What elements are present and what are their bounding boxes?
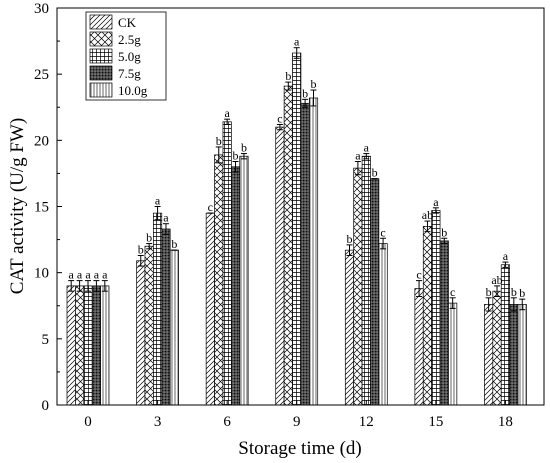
bar-series-2-cat-1 <box>153 213 161 405</box>
bar-series-0-cat-6 <box>484 304 492 405</box>
significance-label-series-0-cat-1: b <box>138 242 144 256</box>
bar-series-2-cat-3 <box>293 53 301 405</box>
significance-label-series-0-cat-2: c <box>208 200 213 214</box>
bar-series-0-cat-2 <box>206 213 214 405</box>
significance-label-series-1-cat-5: ab <box>422 208 433 222</box>
bar-series-1-cat-4 <box>354 168 362 405</box>
x-tick-label: 3 <box>154 414 162 430</box>
y-tick-label: 25 <box>34 67 49 83</box>
bar-series-3-cat-6 <box>510 304 518 405</box>
significance-label-series-1-cat-1: b <box>146 231 152 245</box>
significance-label-series-1-cat-4: a <box>355 149 361 163</box>
bar-series-3-cat-1 <box>162 229 170 405</box>
significance-label-series-1-cat-0: a <box>77 268 83 282</box>
y-tick-label: 20 <box>34 133 49 149</box>
significance-label-series-0-cat-6: b <box>486 285 492 299</box>
significance-label-series-0-cat-0: a <box>69 268 75 282</box>
bar-series-1-cat-6 <box>493 291 501 405</box>
significance-label-series-4-cat-0: a <box>102 268 108 282</box>
significance-label-series-4-cat-4: c <box>380 225 385 239</box>
bar-series-4-cat-0 <box>101 286 109 405</box>
bar-series-0-cat-0 <box>67 286 75 405</box>
legend-swatch-1 <box>90 32 112 46</box>
significance-label-series-2-cat-5: a <box>433 195 439 209</box>
significance-label-series-3-cat-0: a <box>94 268 100 282</box>
legend-label-1: 2.5g <box>118 32 141 47</box>
x-axis-title: Storage time (d) <box>238 438 361 459</box>
significance-label-series-4-cat-6: b <box>519 286 525 300</box>
legend-label-3: 7.5g <box>118 66 141 81</box>
bar-series-3-cat-4 <box>370 179 378 405</box>
bar-series-2-cat-5 <box>432 210 440 405</box>
significance-label-series-2-cat-1: a <box>155 194 161 208</box>
significance-label-series-3-cat-4: b <box>372 166 378 180</box>
significance-label-series-2-cat-3: a <box>294 35 300 49</box>
significance-label-series-1-cat-3: b <box>285 69 291 83</box>
significance-label-series-3-cat-1: a <box>163 211 169 225</box>
bar-series-4-cat-6 <box>518 304 526 405</box>
significance-label-series-4-cat-1: b <box>171 237 177 251</box>
x-tick-label: 9 <box>293 414 301 430</box>
bar-series-1-cat-5 <box>423 226 431 405</box>
significance-label-series-4-cat-2: b <box>241 141 247 155</box>
bars-group <box>67 53 526 405</box>
x-tick-label: 12 <box>359 414 374 430</box>
significance-label-series-1-cat-2: b <box>216 134 222 148</box>
bar-series-3-cat-3 <box>301 103 309 405</box>
significance-label-series-2-cat-0: a <box>85 268 91 282</box>
bar-series-2-cat-2 <box>223 122 231 405</box>
y-axis: 0 5 10 15 20 25 30 <box>34 1 62 414</box>
legend: CK 2.5g 5.0g 7.5g 10.0g <box>86 12 166 100</box>
bar-series-4-cat-2 <box>240 156 248 405</box>
legend-label-0: CK <box>118 15 137 30</box>
bar-series-3-cat-2 <box>231 167 239 405</box>
x-tick-label: 15 <box>428 414 443 430</box>
legend-swatch-2 <box>90 49 112 63</box>
significance-label-series-1-cat-6: ab <box>491 273 502 287</box>
y-tick-label: 5 <box>42 332 50 348</box>
x-tick-label: 18 <box>498 414 513 430</box>
y-axis-title: CAT activity (U/g FW) <box>7 118 28 294</box>
bar-series-1-cat-0 <box>75 286 83 405</box>
bar-series-0-cat-3 <box>276 127 284 405</box>
bar-series-2-cat-4 <box>362 156 370 405</box>
bar-series-1-cat-2 <box>215 155 223 405</box>
bar-series-0-cat-4 <box>345 250 353 405</box>
bar-series-3-cat-0 <box>92 286 100 405</box>
bar-series-4-cat-5 <box>448 303 456 405</box>
bar-series-0-cat-1 <box>137 261 145 405</box>
x-tick-label: 0 <box>84 414 92 430</box>
bar-series-4-cat-3 <box>309 98 317 405</box>
significance-label-series-3-cat-5: b <box>441 225 447 239</box>
significance-label-series-4-cat-5: c <box>450 285 455 299</box>
bar-series-0-cat-5 <box>415 289 423 405</box>
significance-label-series-0-cat-4: b <box>346 232 352 246</box>
significance-label-series-0-cat-5: c <box>416 268 421 282</box>
significance-label-series-3-cat-6: b <box>511 285 517 299</box>
bar-series-4-cat-4 <box>379 244 387 405</box>
x-tick-label: 6 <box>223 414 231 430</box>
y-tick-label: 30 <box>34 1 49 17</box>
bar-series-3-cat-5 <box>440 241 448 405</box>
bar-series-2-cat-0 <box>84 286 92 405</box>
significance-label-series-2-cat-2: a <box>224 106 230 120</box>
bar-series-4-cat-1 <box>170 250 178 405</box>
y-tick-label: 15 <box>34 200 49 216</box>
legend-swatch-0 <box>90 15 112 29</box>
significance-label-series-0-cat-3: c <box>277 111 282 125</box>
significance-label-series-3-cat-2: b <box>233 149 239 163</box>
legend-label-4: 10.0g <box>118 83 148 98</box>
legend-swatch-3 <box>90 66 112 80</box>
legend-swatch-4 <box>90 83 112 97</box>
significance-label-series-4-cat-3: b <box>311 77 317 91</box>
significance-label-series-2-cat-4: a <box>364 141 370 155</box>
y-tick-label: 0 <box>42 398 50 414</box>
significance-label-series-2-cat-6: a <box>503 249 509 263</box>
y-tick-label: 10 <box>34 266 49 282</box>
legend-label-2: 5.0g <box>118 49 141 64</box>
significance-label-series-3-cat-3: b <box>302 86 308 100</box>
bar-series-1-cat-3 <box>284 86 292 405</box>
bar-series-1-cat-1 <box>145 246 153 405</box>
